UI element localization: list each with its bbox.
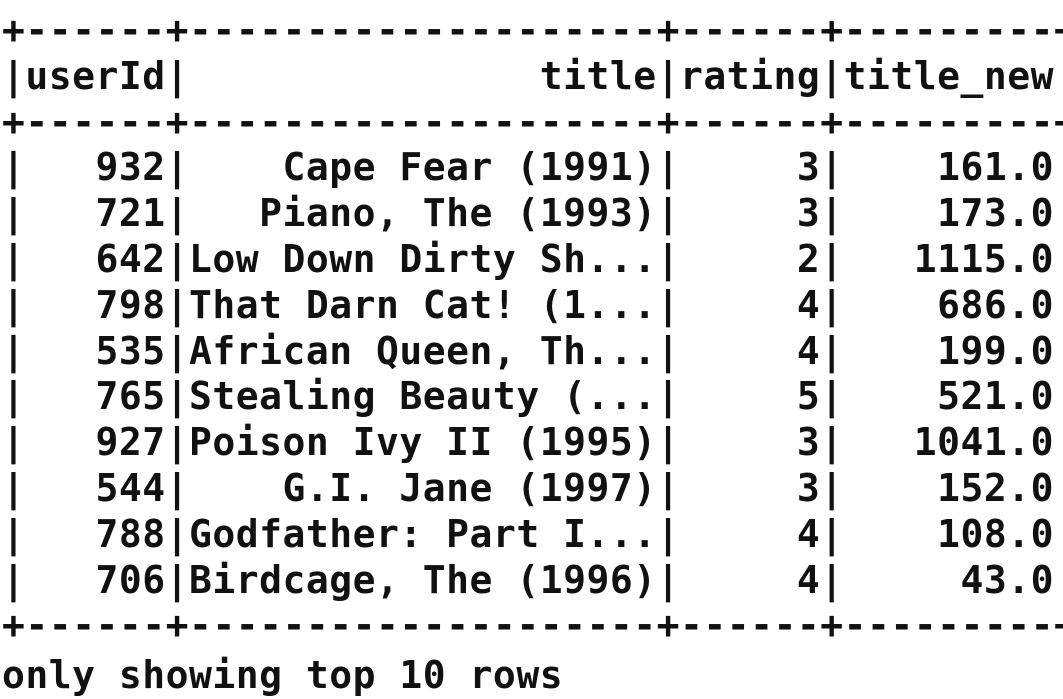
table-row: | 721| Piano, The (1993)| 3| 173.0|: [2, 191, 1063, 236]
table-row: | 788|Godfather: Part I...| 4| 108.0|: [2, 511, 1063, 556]
table-row: | 706|Birdcage, The (1996)| 4| 43.0|: [2, 557, 1063, 602]
table-row: | 927|Poison Ivy II (1995)| 3| 1041.0|: [2, 420, 1063, 465]
table-border-bottom: +------+--------------------+------+----…: [2, 603, 1063, 648]
table-row: | 642|Low Down Dirty Sh...| 2| 1115.0|: [2, 236, 1063, 281]
table-row: | 932| Cape Fear (1991)| 3| 161.0|: [2, 145, 1063, 190]
table-row: | 535|African Queen, Th...| 4| 199.0|: [2, 328, 1063, 373]
table-header-divider: +------+--------------------+------+----…: [2, 99, 1063, 144]
table-body: | 932| Cape Fear (1991)| 3| 161.0| | 721|…: [2, 145, 1063, 603]
table-row: | 765|Stealing Beauty (...| 5| 521.0|: [2, 374, 1063, 419]
table-border-top: +------+--------------------+------+----…: [2, 8, 1063, 52]
row-count-footer: only showing top 10 rows: [2, 653, 564, 698]
table-header-row: |userId| title|rating|title_new|: [2, 53, 1063, 98]
table-row: | 798|That Darn Cat! (1...| 4| 686.0|: [2, 282, 1063, 327]
table-row: | 544| G.I. Jane (1997)| 3| 152.0|: [2, 465, 1063, 510]
